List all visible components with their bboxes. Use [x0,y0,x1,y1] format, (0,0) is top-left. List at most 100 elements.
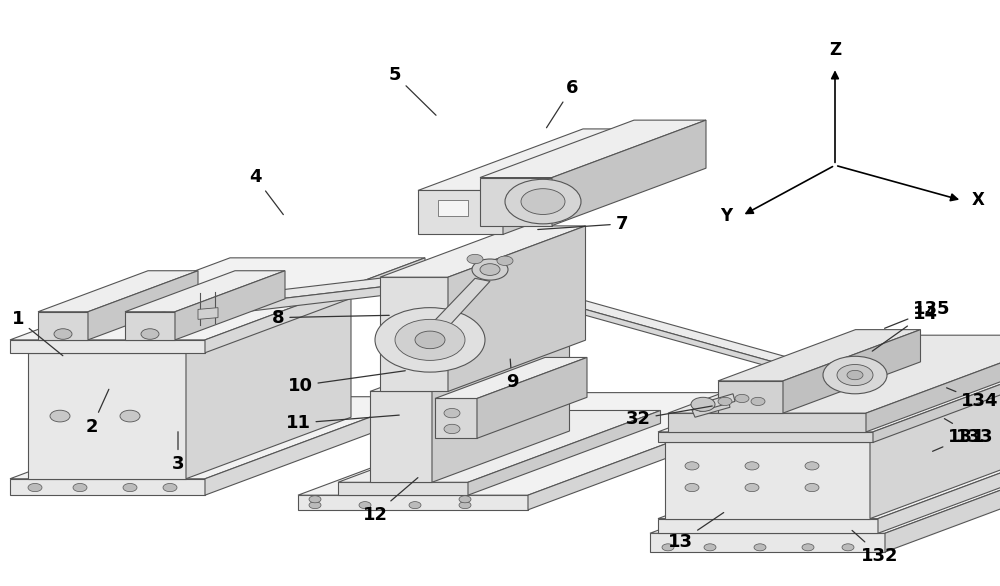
Polygon shape [418,129,668,190]
Polygon shape [650,441,1000,533]
Polygon shape [873,346,1000,442]
Polygon shape [10,258,425,340]
Polygon shape [175,271,285,340]
Text: 14: 14 [872,305,938,351]
Circle shape [395,319,465,360]
Text: 135: 135 [885,301,951,328]
Text: 8: 8 [272,309,389,326]
Polygon shape [186,291,351,479]
Circle shape [459,502,471,509]
Circle shape [141,329,159,339]
Polygon shape [370,340,570,391]
Circle shape [444,424,460,434]
Polygon shape [468,410,661,495]
Polygon shape [28,353,186,479]
Circle shape [745,462,759,470]
Polygon shape [697,394,735,411]
Polygon shape [125,312,175,340]
Polygon shape [665,360,1000,442]
Circle shape [718,397,732,406]
Text: 11: 11 [286,414,399,432]
Polygon shape [692,400,730,417]
Circle shape [409,502,421,509]
Polygon shape [658,432,873,442]
Polygon shape [10,340,205,353]
Polygon shape [528,393,803,510]
Circle shape [691,397,715,411]
Polygon shape [432,340,570,482]
Polygon shape [477,357,587,438]
Circle shape [497,256,513,265]
Polygon shape [125,271,285,312]
Circle shape [847,370,863,380]
Text: Z: Z [829,40,841,59]
Polygon shape [380,277,448,391]
Circle shape [837,364,873,386]
Polygon shape [868,342,950,396]
Polygon shape [468,269,862,386]
Polygon shape [448,226,586,391]
Circle shape [467,254,483,264]
Polygon shape [415,278,490,345]
Circle shape [359,502,371,509]
Circle shape [54,329,72,339]
Circle shape [685,483,699,492]
Polygon shape [668,413,866,432]
Text: 9: 9 [506,359,518,391]
Text: 13: 13 [668,513,724,551]
Polygon shape [885,441,1000,552]
Circle shape [823,356,887,394]
Polygon shape [418,190,503,234]
Text: X: X [972,192,985,209]
Text: 134: 134 [947,388,999,410]
Circle shape [444,408,460,418]
Text: 4: 4 [249,168,283,214]
Polygon shape [503,129,668,234]
Polygon shape [840,342,950,373]
Text: 10: 10 [288,371,405,394]
Circle shape [73,483,87,492]
Polygon shape [668,335,1000,413]
Polygon shape [28,291,351,353]
Circle shape [751,397,765,406]
Circle shape [842,544,854,551]
Polygon shape [866,335,1000,432]
Polygon shape [658,346,1000,432]
Polygon shape [370,391,432,482]
Polygon shape [650,533,885,552]
Circle shape [704,544,716,551]
Polygon shape [878,432,1000,533]
Circle shape [805,483,819,492]
Polygon shape [38,271,198,312]
Text: Y: Y [720,207,732,224]
Text: 32: 32 [626,406,712,428]
Text: 5: 5 [389,66,436,115]
Polygon shape [718,381,783,413]
Circle shape [472,259,508,280]
Text: 12: 12 [362,478,418,523]
Polygon shape [198,308,218,319]
Polygon shape [10,479,205,495]
Polygon shape [435,357,587,398]
Polygon shape [718,329,920,381]
Polygon shape [468,277,858,391]
Polygon shape [205,397,425,495]
Polygon shape [435,398,477,438]
Polygon shape [338,410,661,482]
Polygon shape [665,442,870,519]
Circle shape [685,462,699,470]
Circle shape [505,179,581,224]
Circle shape [120,410,140,422]
Circle shape [459,496,471,503]
Circle shape [163,483,177,492]
Polygon shape [38,312,88,340]
Text: 6: 6 [546,79,578,128]
Circle shape [50,410,70,422]
Circle shape [480,264,500,275]
Polygon shape [180,267,478,311]
Polygon shape [338,482,468,495]
Polygon shape [298,495,528,510]
Polygon shape [480,120,706,178]
Circle shape [375,308,485,372]
Polygon shape [552,120,706,226]
